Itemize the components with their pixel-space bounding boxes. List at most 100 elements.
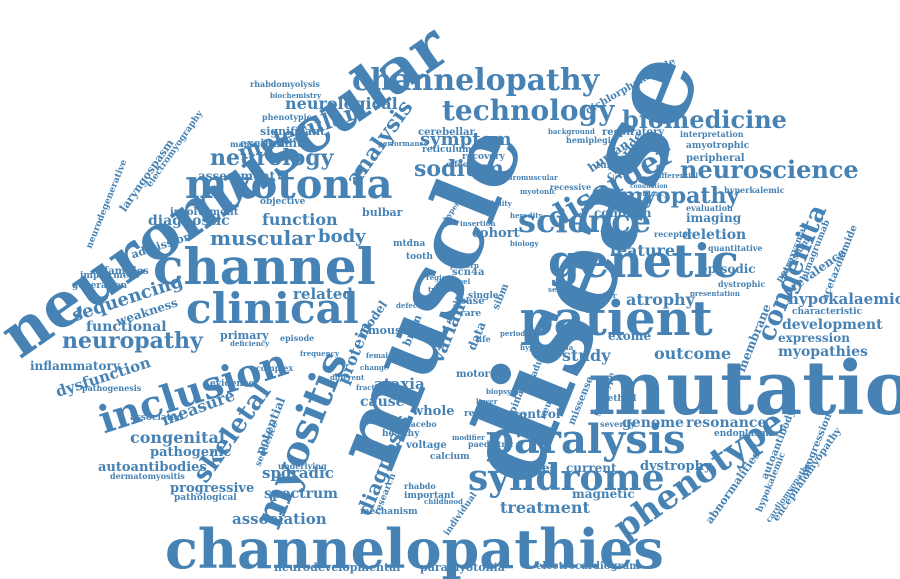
word: resonance bbox=[686, 416, 766, 430]
word: neurodevelopmental bbox=[274, 562, 400, 573]
word: idiopathic bbox=[476, 410, 516, 417]
word: biology bbox=[510, 240, 539, 247]
word: pattern bbox=[450, 262, 479, 269]
word: development bbox=[782, 318, 883, 332]
word: paramyotonia bbox=[420, 562, 505, 573]
word: whole bbox=[412, 405, 455, 418]
word: impairment bbox=[80, 272, 139, 281]
word: studies bbox=[508, 462, 556, 474]
word: voltage bbox=[406, 441, 447, 451]
word: related bbox=[293, 287, 353, 302]
word: reticulum bbox=[422, 146, 472, 155]
word: episodic bbox=[700, 263, 756, 275]
word: presentation bbox=[690, 290, 740, 297]
word: interpretation bbox=[680, 130, 744, 138]
word: expression bbox=[778, 332, 850, 344]
word: method bbox=[598, 395, 636, 404]
word: biopsy bbox=[486, 388, 511, 395]
word: association bbox=[232, 512, 327, 527]
word: treatment bbox=[500, 500, 590, 516]
word: type bbox=[428, 286, 445, 293]
word: congenital bbox=[130, 430, 225, 446]
word: exome bbox=[608, 330, 651, 342]
word: generation bbox=[72, 282, 127, 291]
word: hemiplegia bbox=[566, 136, 616, 144]
word: level bbox=[452, 278, 470, 285]
word: significant bbox=[260, 126, 325, 137]
word: female bbox=[366, 352, 393, 359]
word: hyperkalemic bbox=[724, 186, 785, 194]
word: bulbar bbox=[362, 207, 402, 218]
word: phenotypic bbox=[262, 113, 312, 121]
word: objective bbox=[260, 198, 305, 207]
word: neuromuscular bbox=[498, 174, 558, 181]
word: rhabdo bbox=[404, 482, 436, 490]
word: background bbox=[548, 128, 595, 135]
word: heredity bbox=[510, 212, 543, 219]
word: recessive bbox=[550, 183, 591, 191]
word: function bbox=[262, 212, 338, 228]
word: quantitative bbox=[708, 244, 763, 252]
word: complex bbox=[256, 364, 293, 372]
word: body bbox=[318, 228, 366, 246]
word: common bbox=[594, 207, 651, 219]
word: modifier bbox=[452, 434, 485, 441]
word: mtdna bbox=[393, 240, 425, 249]
word: magnetic bbox=[572, 488, 635, 500]
word: amyotrophic bbox=[686, 142, 749, 151]
word: endoplasmic bbox=[714, 430, 778, 439]
word: performance bbox=[378, 140, 428, 147]
word: underlying bbox=[278, 462, 327, 470]
word: defect bbox=[396, 302, 420, 309]
word: dermatomyositis bbox=[110, 472, 185, 480]
word: feature bbox=[610, 243, 675, 259]
word: evaluation bbox=[686, 204, 733, 212]
word: fraction bbox=[356, 384, 387, 391]
word: differential bbox=[654, 172, 698, 179]
word: efficacy bbox=[638, 190, 668, 197]
word: motor bbox=[456, 370, 490, 380]
word: healthy bbox=[382, 430, 419, 439]
word: receptor bbox=[654, 230, 692, 238]
word: deficiency bbox=[230, 340, 269, 347]
word: periodic bbox=[500, 330, 532, 337]
word: tooth bbox=[406, 253, 433, 262]
word: conduction bbox=[630, 184, 668, 190]
word: region bbox=[426, 274, 451, 281]
word: change bbox=[360, 364, 388, 371]
word: management bbox=[230, 140, 288, 148]
word: episode bbox=[280, 334, 314, 342]
word: peripheral bbox=[686, 154, 745, 164]
word: outcome bbox=[654, 346, 731, 362]
word: hyperthermia bbox=[520, 344, 573, 351]
word: cerebellar bbox=[418, 128, 475, 138]
word: characteristic bbox=[792, 308, 862, 317]
word: imaging bbox=[686, 212, 741, 224]
word: functional bbox=[86, 320, 167, 334]
word: electrocardiogram bbox=[536, 562, 640, 572]
word: variability bbox=[472, 200, 512, 207]
word: number bbox=[586, 292, 617, 299]
word: muscular bbox=[210, 228, 315, 248]
word: pathogenesis bbox=[82, 384, 141, 392]
word: channelopathy bbox=[352, 66, 599, 96]
word: spectrum bbox=[264, 487, 338, 501]
word: assessment bbox=[198, 170, 275, 182]
word: life bbox=[476, 335, 491, 343]
word: childhood bbox=[424, 498, 463, 505]
word: involvement bbox=[170, 208, 238, 218]
word: associated bbox=[130, 414, 183, 423]
word: case bbox=[460, 297, 485, 307]
word: hypokalaemic bbox=[788, 292, 900, 307]
word: pathological bbox=[174, 494, 237, 503]
word: placebo bbox=[402, 420, 437, 428]
word: sensory bbox=[548, 286, 578, 293]
word: myopathies bbox=[778, 345, 868, 359]
word: rhabdomyolysis bbox=[250, 80, 320, 88]
word: insertion bbox=[460, 220, 495, 227]
word: atrophy bbox=[626, 292, 695, 308]
word: different bbox=[330, 374, 364, 381]
word: lower bbox=[476, 398, 498, 405]
word: biochemistry bbox=[270, 92, 321, 99]
